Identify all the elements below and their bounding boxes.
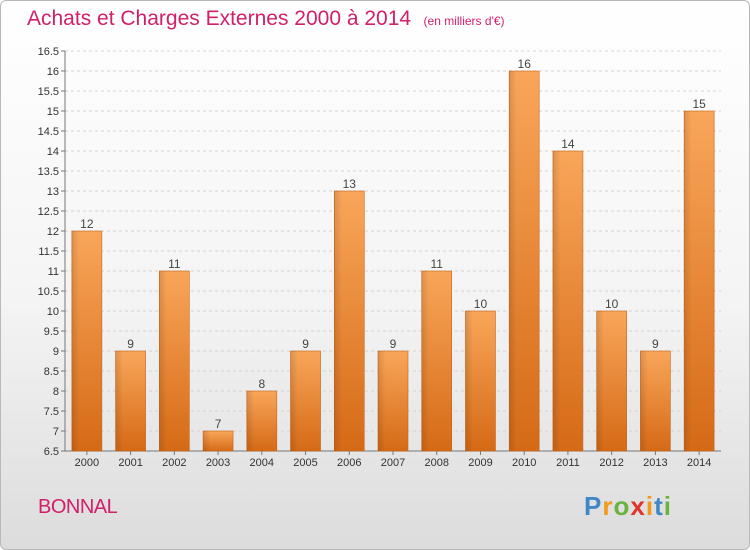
brand-letter: i <box>645 491 655 521</box>
y-tick-label: 16.5 <box>38 46 59 58</box>
data-label: 16 <box>518 57 532 71</box>
chart-title: Achats et Charges Externes 2000 à 2014 <box>27 7 412 30</box>
y-tick-label: 14.5 <box>38 126 59 138</box>
x-tick-label: 2000 <box>75 457 99 469</box>
x-tick-label: 2012 <box>599 457 623 469</box>
x-tick-label: 2002 <box>162 457 186 469</box>
x-tick-label: 2004 <box>250 457 274 469</box>
y-tick-label: 15.5 <box>38 86 59 98</box>
x-tick-label: 2008 <box>424 457 448 469</box>
x-tick-label: 2006 <box>337 457 361 469</box>
brand-letter: x <box>630 491 646 521</box>
y-tick-label: 13 <box>47 186 59 198</box>
brand-letter: r <box>602 491 614 521</box>
data-label: 9 <box>390 337 397 351</box>
data-label: 10 <box>474 297 488 311</box>
y-tick-label: 9.5 <box>44 326 59 338</box>
bar-shade <box>596 311 627 451</box>
bar-shade <box>640 351 671 451</box>
y-tick-label: 10.5 <box>38 286 59 298</box>
data-label: 9 <box>127 337 134 351</box>
x-tick-label: 2005 <box>293 457 317 469</box>
brand-letter: P <box>584 491 603 521</box>
y-tick-label: 12 <box>47 226 59 238</box>
bar-shade <box>115 351 146 451</box>
y-tick-label: 12.5 <box>38 206 59 218</box>
y-tick-label: 11.5 <box>38 246 59 258</box>
bar-shade <box>421 271 452 451</box>
y-tick-label: 6.5 <box>44 446 59 458</box>
bar-shade <box>465 311 496 451</box>
data-label: 10 <box>605 297 619 311</box>
y-tick-label: 7.5 <box>44 406 59 418</box>
y-tick-label: 11 <box>48 266 59 278</box>
bars <box>71 70 715 452</box>
data-label: 9 <box>652 337 659 351</box>
x-tick-label: 2003 <box>206 457 230 469</box>
bar-shade <box>159 271 190 451</box>
bar-shade <box>203 431 234 451</box>
y-tick-label: 7 <box>53 426 59 438</box>
bar-shade <box>552 151 583 451</box>
data-label: 11 <box>168 257 181 271</box>
x-tick-label: 2013 <box>643 457 667 469</box>
brand-logo: Proxiti <box>584 491 672 522</box>
brand-letter: i <box>663 491 672 521</box>
place-name: BONNAL <box>38 496 118 518</box>
y-tick-label: 14 <box>47 146 59 158</box>
x-tick-label: 2007 <box>381 457 405 469</box>
data-label: 7 <box>215 417 222 431</box>
y-tick-label: 13.5 <box>38 166 59 178</box>
y-tick-label: 9 <box>53 346 59 358</box>
data-label: 13 <box>343 177 357 191</box>
bar-shade <box>378 351 408 451</box>
brand-letter: o <box>613 491 631 521</box>
y-tick-label: 10 <box>47 306 59 318</box>
bar-shade <box>684 111 715 451</box>
bar-shade <box>509 71 540 451</box>
brand-letter: t <box>654 491 664 521</box>
title-row: Achats et Charges Externes 2000 à 2014 (… <box>27 7 505 31</box>
data-label: 12 <box>80 217 94 231</box>
y-tick-label: 16 <box>47 66 59 78</box>
bar-shade <box>71 231 102 451</box>
x-axis-ticks: 2000 2001 2002 2003 2004 2005 2006 2007 2008 2009… <box>75 451 711 469</box>
data-label: 14 <box>561 137 575 151</box>
y-tick-label: 8.5 <box>44 366 59 378</box>
data-label: 15 <box>692 97 706 111</box>
data-label: 8 <box>258 377 265 391</box>
chart-unit: (en milliers d'€) <box>423 14 505 28</box>
x-tick-label: 2009 <box>468 457 492 469</box>
bar-shade <box>246 391 277 451</box>
x-tick-label: 2014 <box>687 457 711 469</box>
y-tick-label: 8 <box>53 386 59 398</box>
y-axis-ticks: 6.5 7 7.5 8 8.5 9 9.5 10 10.5 11 11.5 12 12.5 13 13.5 1… <box>38 46 65 458</box>
data-label: 9 <box>302 337 309 351</box>
x-tick-label: 2001 <box>118 457 142 469</box>
x-tick-label: 2010 <box>512 457 536 469</box>
data-label: 11 <box>430 257 443 271</box>
value-labels: 12 9 11 7 8 9 13 9 11 10 16 14 10 9 15 <box>80 57 706 431</box>
bar-shade <box>290 351 321 451</box>
y-tick-label: 15 <box>47 106 59 118</box>
bar-shade <box>334 191 365 451</box>
x-tick-label: 2011 <box>556 457 580 469</box>
